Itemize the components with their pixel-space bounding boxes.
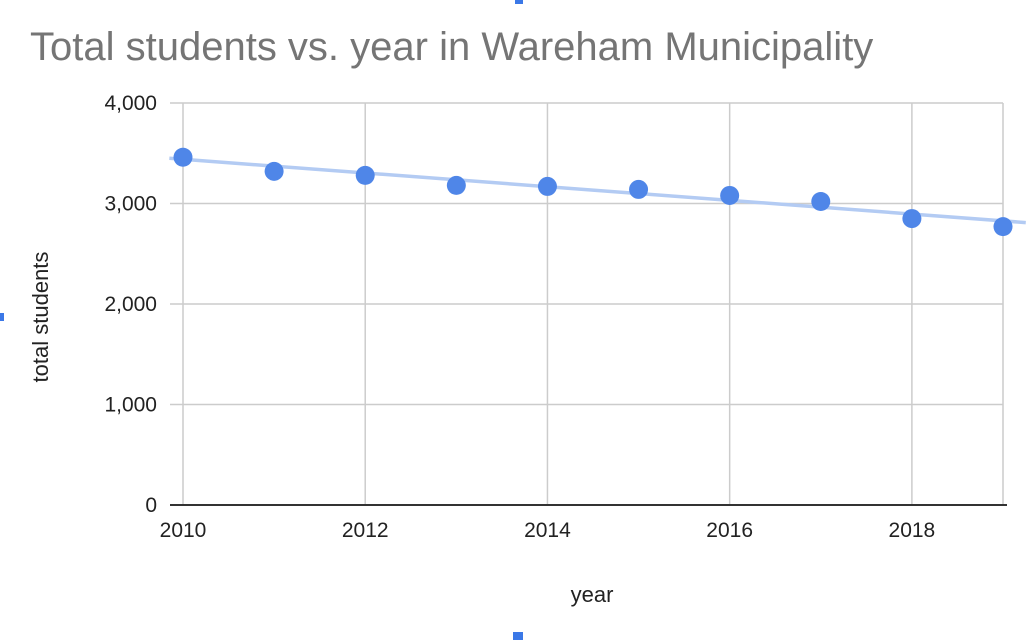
y-tick-label: 2,000 — [104, 293, 157, 316]
gridlines — [170, 102, 1007, 506]
data-point — [993, 217, 1013, 237]
data-point — [720, 185, 740, 205]
selection-handle-top[interactable] — [515, 0, 523, 4]
x-axis-ticks: 2010 2012 2014 2016 2018 — [160, 519, 936, 542]
y-tick-label: 1,000 — [104, 394, 157, 417]
y-axis-ticks: 0 1,000 2,000 3,000 4,000 — [104, 92, 157, 517]
selection-handle-left[interactable] — [0, 313, 4, 321]
y-axis-label: total students — [28, 252, 53, 383]
trendline-layer — [169, 156, 1026, 225]
trendline — [169, 156, 1026, 225]
y-tick-label: 3,000 — [104, 193, 157, 216]
y-tick-label: 0 — [145, 494, 157, 517]
x-tick-label: 2010 — [160, 519, 207, 542]
x-tick-label: 2012 — [342, 519, 389, 542]
x-tick-label: 2018 — [889, 519, 936, 542]
x-tick-label: 2014 — [524, 519, 571, 542]
data-points — [173, 147, 1013, 237]
data-point — [902, 209, 922, 229]
data-point — [446, 175, 466, 195]
data-point — [629, 179, 649, 199]
y-tick-label: 4,000 — [104, 92, 157, 115]
selection-handle-bottom[interactable] — [513, 632, 523, 640]
data-point — [537, 176, 557, 196]
data-point — [173, 147, 193, 167]
data-point — [264, 161, 284, 181]
x-tick-label: 2016 — [706, 519, 753, 542]
data-point — [811, 191, 831, 211]
data-point — [355, 165, 375, 185]
chart-title: Total students vs. year in Wareham Munic… — [30, 25, 873, 69]
x-axis-label: year — [571, 582, 614, 607]
